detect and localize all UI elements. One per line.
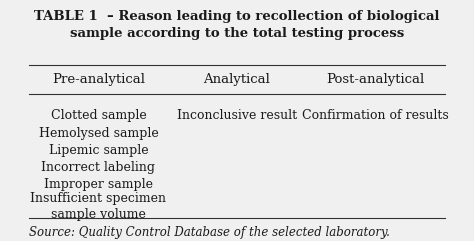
Text: TABLE 1  – Reason leading to recollection of biological
sample according to the : TABLE 1 – Reason leading to recollection… [34, 10, 440, 40]
Text: Inconclusive result: Inconclusive result [177, 109, 297, 122]
Text: Source: Quality Control Database of the selected laboratory.: Source: Quality Control Database of the … [29, 226, 390, 239]
Text: Analytical: Analytical [203, 73, 271, 86]
Text: Clotted sample: Clotted sample [51, 109, 146, 122]
Text: Improper sample: Improper sample [44, 178, 153, 191]
Text: Insufficient specimen
sample volume: Insufficient specimen sample volume [30, 192, 166, 221]
Text: Lipemic sample: Lipemic sample [49, 144, 148, 157]
Text: Pre-analytical: Pre-analytical [52, 73, 145, 86]
Text: Post-analytical: Post-analytical [327, 73, 425, 86]
Text: Confirmation of results: Confirmation of results [302, 109, 449, 122]
Text: Incorrect labeling: Incorrect labeling [41, 161, 155, 174]
Text: Hemolysed sample: Hemolysed sample [38, 127, 158, 140]
